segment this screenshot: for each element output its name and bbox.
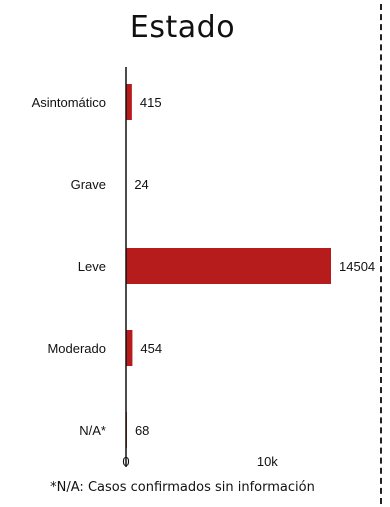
ticks-layer: 0 10k: [122, 454, 278, 469]
value-label-4: 68: [135, 423, 149, 438]
bar-2: [126, 248, 331, 284]
category-label-3: Moderado: [47, 341, 106, 356]
category-label-2: Leve: [78, 259, 106, 274]
category-label-0: Asintomático: [32, 95, 106, 110]
bar-3: [126, 330, 133, 366]
category-label-4: N/A*: [79, 423, 106, 438]
page-divider: [380, 4, 382, 504]
x-tick-label-1: 10k: [257, 454, 278, 469]
bar-0: [126, 84, 132, 120]
x-tick-label-0: 0: [122, 454, 129, 469]
footnote: *N/A: Casos confirmados sin información: [50, 480, 315, 495]
bars-layer: [126, 84, 331, 448]
value-label-1: 24: [134, 177, 148, 192]
chart-title: Estado: [129, 10, 236, 45]
labels-layer: Asintomático 415 Grave 24 Leve 14504 Moderado 4…: [32, 95, 376, 438]
value-label-3: 454: [140, 341, 162, 356]
value-label-2: 14504: [339, 259, 375, 274]
category-label-1: Grave: [71, 177, 106, 192]
value-label-0: 415: [140, 95, 162, 110]
